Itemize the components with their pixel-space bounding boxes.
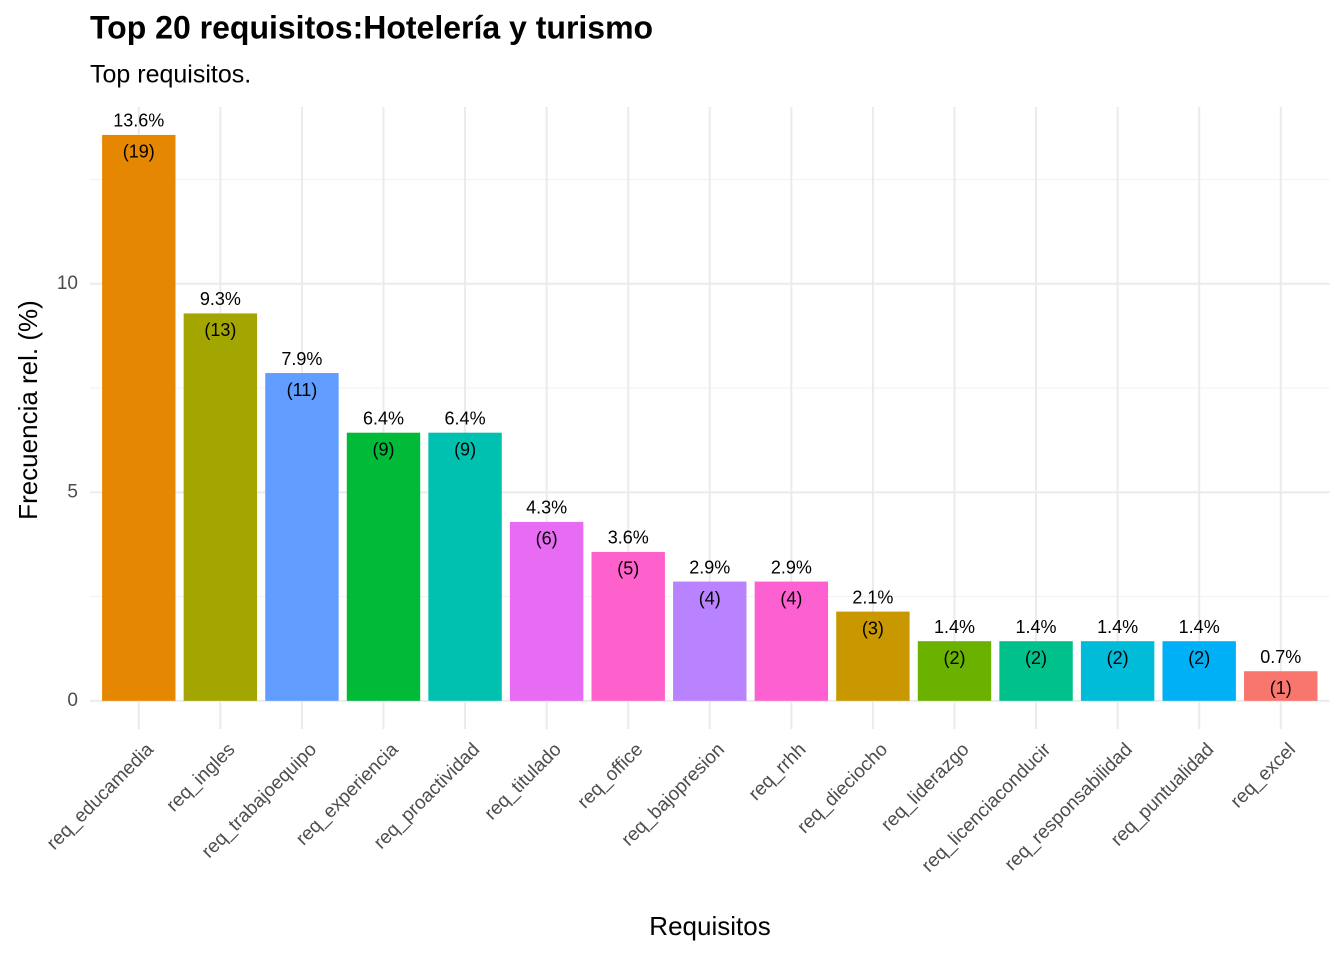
value-label: 6.4%: [445, 408, 486, 428]
count-label: (1): [1270, 678, 1292, 698]
value-label: 9.3%: [200, 289, 241, 309]
chart-subtitle: Top requisitos.: [90, 61, 251, 89]
value-label: 7.9%: [281, 349, 322, 369]
bar: [1080, 641, 1155, 701]
bar: [591, 551, 665, 701]
count-label: (9): [372, 439, 394, 459]
value-label: 1.4%: [1179, 617, 1220, 637]
count-label: (11): [287, 380, 318, 400]
value-label: 1.4%: [934, 617, 975, 637]
y-tick-label: 5: [67, 481, 78, 502]
bar: [999, 641, 1073, 701]
x-tick-label: req_ingles: [163, 739, 240, 816]
bar: [754, 581, 829, 701]
bar: [428, 432, 502, 701]
bar: [673, 581, 747, 701]
y-tick-label: 10: [57, 273, 78, 294]
count-label: (5): [617, 559, 639, 579]
value-label: 2.9%: [689, 557, 730, 577]
value-label: 6.4%: [363, 408, 404, 428]
bar: [509, 521, 584, 701]
value-label: 1.4%: [1016, 617, 1057, 637]
y-tick-label: 0: [67, 690, 78, 711]
value-label: 4.3%: [526, 498, 567, 518]
bar: [346, 432, 421, 701]
value-label: 13.6%: [113, 111, 164, 131]
x-tick-label: req_rrhh: [745, 739, 811, 805]
count-label: (4): [780, 588, 802, 608]
count-label: (2): [1025, 648, 1047, 668]
value-label: 0.7%: [1260, 647, 1301, 667]
bar: [836, 611, 910, 701]
value-label: 2.1%: [852, 587, 893, 607]
bar: [183, 313, 258, 701]
chart-title: Top 20 requisitos:Hotelería y turismo: [90, 9, 653, 45]
value-label: 2.9%: [771, 557, 812, 577]
count-label: (9): [454, 439, 476, 459]
count-label: (4): [699, 588, 721, 608]
x-tick-label: req_educamedia: [43, 739, 158, 854]
count-label: (6): [536, 529, 558, 549]
x-tick-label: req_excel: [1227, 739, 1300, 812]
count-label: (2): [1107, 648, 1129, 668]
bar: [265, 373, 339, 701]
value-label: 3.6%: [608, 528, 649, 548]
bar: [917, 641, 992, 701]
bar: [102, 134, 176, 701]
count-label: (3): [862, 618, 884, 638]
count-label: (2): [943, 648, 965, 668]
x-tick-label: req_titulado: [481, 739, 566, 824]
bar: [1244, 671, 1318, 701]
count-label: (2): [1188, 648, 1210, 668]
value-label: 1.4%: [1097, 617, 1138, 637]
bar: [1162, 641, 1236, 701]
x-axis-title: Requisitos: [649, 911, 770, 941]
y-axis-title: Frecuencia rel. (%): [13, 300, 43, 520]
count-label: (13): [204, 320, 236, 340]
x-tick-label: req_office: [574, 739, 648, 813]
count-label: (19): [123, 142, 155, 162]
